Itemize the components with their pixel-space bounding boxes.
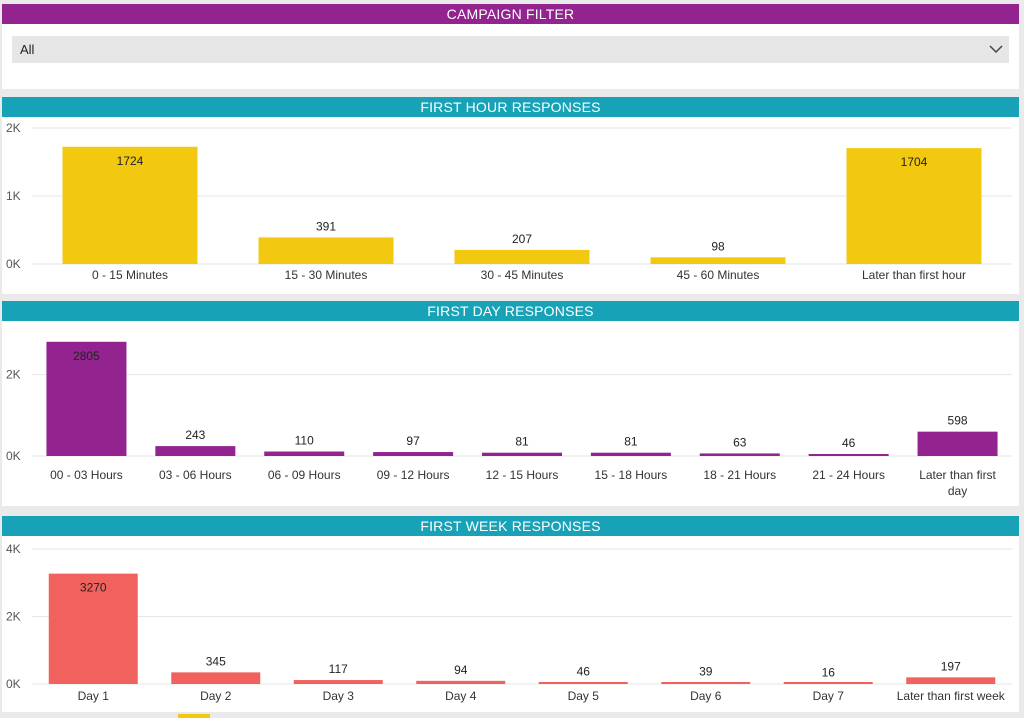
week-ytick-label: 0K [6,677,21,691]
day-bar [482,452,562,456]
hour-category-label: 0 - 15 Minutes [92,268,168,282]
week-ytick-label: 4K [6,542,21,556]
week-bar [48,573,138,684]
day-category-label: 21 - 24 Hours [812,468,885,482]
first-week-title: FIRST WEEK RESPONSES [2,516,1019,536]
week-category-label: Day 1 [78,689,110,703]
day-data-label: 81 [515,435,529,449]
day-category-label: 09 - 12 Hours [377,468,450,482]
first-hour-title: FIRST HOUR RESPONSES [2,97,1019,117]
day-bar [373,452,454,456]
day-data-label: 46 [842,436,856,450]
hour-category-label: 45 - 60 Minutes [677,268,760,282]
week-bar [293,680,383,684]
day-bar [264,451,345,456]
day-category-label: 00 - 03 Hours [50,468,123,482]
hour-data-label: 391 [316,219,336,233]
hour-bar [454,249,590,264]
hour-ytick-label: 2K [6,121,21,135]
day-category-label: Later than first day [919,468,996,498]
hour-bar [650,257,786,264]
week-data-label: 94 [454,663,468,677]
hour-data-label: 98 [711,239,725,253]
day-bar [917,431,998,456]
campaign-filter-selected: All [20,42,35,57]
day-bar [808,454,889,456]
day-data-label: 598 [948,414,968,428]
day-data-label: 2805 [73,349,100,363]
hour-data-label: 207 [512,232,532,246]
day-data-label: 63 [733,435,747,449]
week-bar [538,682,628,684]
week-ytick-label: 2K [6,610,21,624]
week-bar [906,677,996,684]
first-week-chart: 0K 2K 4K 3270 Day 1 345 Day 2 117 Day 3 94 Day 4 46… [6,542,1012,703]
campaign-filter-panel: CAMPAIGN FILTER All [2,4,1019,89]
day-data-label: 81 [624,435,638,449]
week-bar [783,682,873,684]
week-data-label: 345 [206,654,226,668]
day-data-label: 97 [406,434,420,448]
day-bar [699,453,780,456]
hour-bar [62,146,198,264]
day-category-label: 12 - 15 Hours [486,468,559,482]
week-data-label: 46 [577,664,591,678]
day-ytick-label: 0K [6,449,21,463]
hour-category-label: 15 - 30 Minutes [285,268,368,282]
hour-data-label: 1724 [117,154,144,168]
week-data-label: 16 [822,665,836,679]
week-category-label: Day 3 [323,689,355,703]
day-category-label: 03 - 06 Hours [159,468,232,482]
first-day-chart: 0K 2K 2805 00 - 03 Hours 243 03 - 06 Hours 110… [6,341,1012,498]
week-bar [661,682,751,684]
first-day-title: FIRST DAY RESPONSES [2,301,1019,321]
day-category-label: 18 - 21 Hours [703,468,776,482]
week-category-label: Day 2 [200,689,232,703]
hour-ytick-label: 1K [6,189,21,203]
day-bar [590,452,671,456]
hour-ytick-label: 0K [6,257,21,271]
week-bar [416,680,506,684]
week-category-label: Later than first week [897,689,1006,703]
day-data-label: 110 [295,434,314,448]
day-data-label: 243 [185,428,205,442]
hour-category-label: 30 - 45 Minutes [481,268,564,282]
hour-data-label: 1704 [901,155,928,169]
week-category-label: Day 5 [568,689,600,703]
campaign-filter-dropdown[interactable]: All [12,36,1009,63]
week-category-label: Day 7 [813,689,845,703]
day-bar [46,341,127,456]
scroll-indicator [178,714,210,718]
chevron-down-icon [989,45,1003,54]
week-data-label: 197 [941,659,961,673]
week-data-label: 39 [699,665,713,679]
day-ytick-label: 2K [6,368,21,382]
first-hour-panel: FIRST HOUR RESPONSES 0K 1K 2K 1724 0 - 15 Mi… [2,97,1019,294]
first-hour-chart: 0K 1K 2K 1724 0 - 15 Minutes 391 15 - 30 Minut… [6,121,1012,282]
hour-bar [846,148,982,264]
day-bar [155,446,236,456]
week-data-label: 3270 [80,581,107,595]
week-data-label: 117 [329,662,348,676]
first-week-panel: FIRST WEEK RESPONSES 0K 2K 4K 3270 Day 1 345 D… [2,516,1019,712]
day-category-label: 06 - 09 Hours [268,468,341,482]
first-day-panel: FIRST DAY RESPONSES 0K 2K 2805 00 - 03 Hour… [2,301,1019,506]
week-bar [171,672,261,684]
week-category-label: Day 4 [445,689,477,703]
hour-bar [258,237,394,264]
week-category-label: Day 6 [690,689,722,703]
hour-category-label: Later than first hour [862,268,966,282]
campaign-filter-title: CAMPAIGN FILTER [2,4,1019,24]
day-category-label: 15 - 18 Hours [595,468,668,482]
